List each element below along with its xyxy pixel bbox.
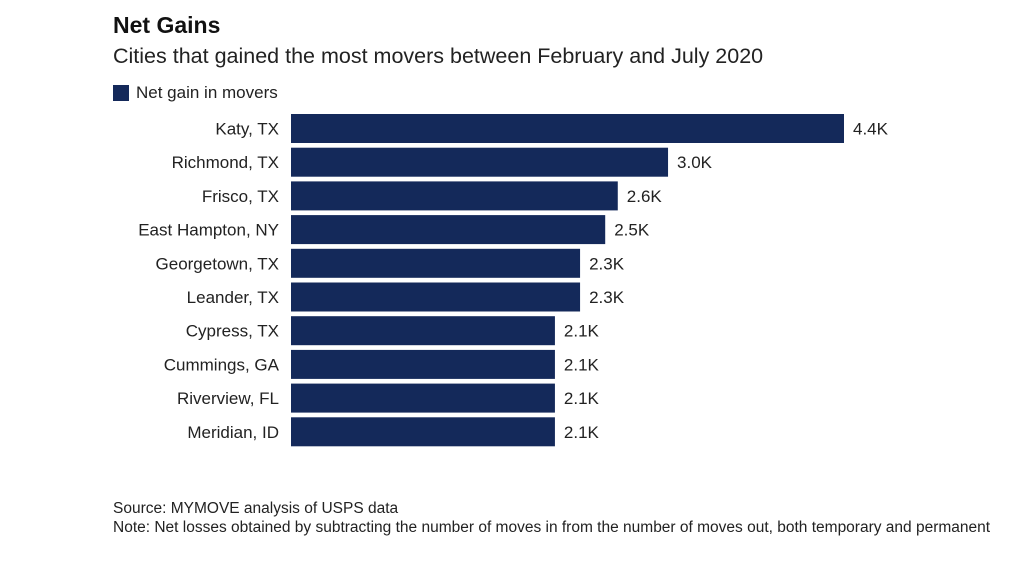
category-label: Georgetown, TX — [156, 254, 279, 273]
category-label: Cummings, GA — [164, 355, 280, 374]
value-label: 2.1K — [564, 355, 600, 374]
bar — [291, 316, 555, 346]
category-label: Frisco, TX — [202, 187, 279, 206]
bar — [291, 248, 581, 278]
value-label: 2.1K — [564, 322, 600, 341]
value-label: 2.5K — [614, 221, 650, 240]
value-label: 4.4K — [853, 120, 889, 139]
bar — [291, 417, 555, 447]
bar — [291, 114, 844, 143]
category-label: Cypress, TX — [186, 322, 279, 341]
bar — [291, 282, 581, 312]
category-label: Richmond, TX — [172, 153, 279, 172]
value-label: 2.3K — [589, 254, 625, 273]
category-label: Leander, TX — [187, 288, 279, 307]
bar — [291, 181, 618, 211]
value-label: 2.1K — [564, 389, 600, 408]
bar — [291, 215, 606, 245]
bar — [291, 383, 555, 413]
chart-title: Net Gains — [113, 12, 221, 38]
category-label: Katy, TX — [215, 120, 279, 139]
value-label: 2.1K — [564, 423, 600, 442]
category-label: Meridian, ID — [187, 423, 279, 442]
value-label: 3.0K — [677, 153, 713, 172]
chart-subtitle: Cities that gained the most movers betwe… — [113, 44, 764, 68]
legend-swatch — [113, 85, 129, 101]
category-label: East Hampton, NY — [138, 221, 279, 240]
chart-footer: Source: MYMOVE analysis of USPS data Not… — [113, 499, 993, 537]
value-label: 2.6K — [627, 187, 663, 206]
legend: Net gain in movers — [113, 83, 278, 103]
category-label: Riverview, FL — [177, 389, 279, 408]
bar — [291, 349, 555, 379]
method-note: Note: Net losses obtained by subtracting… — [113, 519, 991, 536]
value-label: 2.3K — [589, 288, 625, 307]
source-note: Source: MYMOVE analysis of USPS data — [113, 500, 399, 517]
bar — [291, 147, 669, 177]
legend-label: Net gain in movers — [136, 83, 278, 102]
